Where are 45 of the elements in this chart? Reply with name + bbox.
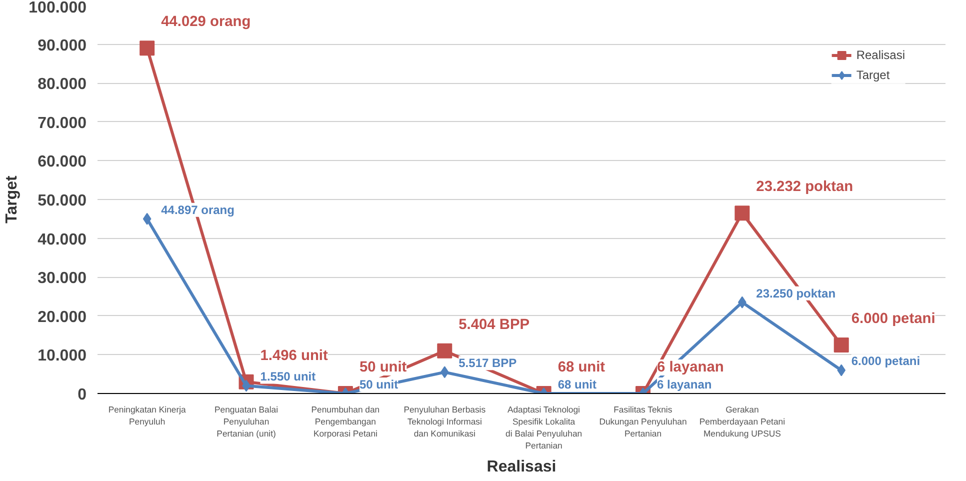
point (140, 40, 155, 56)
annotation: 6.000 petani (851, 354, 920, 368)
annotation: 44.897 orang (161, 202, 234, 217)
annotation: 68 unit (558, 360, 606, 376)
y-tick-label: 100.000 (28, 0, 87, 16)
y-tick-label: 10.000 (38, 348, 87, 365)
x-tick-label: Gerakan Pemberdayaan Petani Mendukung UPSUS (699, 404, 786, 438)
y-tick-label: 60.000 (38, 154, 87, 171)
annotation: 68 unit (558, 378, 596, 392)
y-tick-label: 80.000 (38, 76, 87, 94)
annotation: 6.000 petani (851, 311, 936, 327)
y-tick-label: 70.000 (38, 114, 87, 132)
point (834, 338, 849, 352)
annotation: 50 unit (359, 378, 398, 392)
point (440, 366, 449, 378)
annotation: 50 unit (359, 360, 407, 376)
y-tick-label: 30.000 (38, 270, 87, 288)
annotation: 23.232 poktan (756, 179, 854, 196)
annotation: 23.250 poktan (756, 286, 836, 300)
point (437, 343, 452, 358)
x-tick-label: Fasilitas Teknis Dukungan Penyuluhan Pertanian (599, 404, 687, 438)
annotation: 6 layanan (656, 360, 724, 376)
point (142, 212, 152, 225)
y-tick-label: 50.000 (38, 192, 87, 210)
annotation: 1.550 unit (260, 370, 316, 384)
x-axis-title: Realisasi (486, 458, 556, 476)
legend-label: Target (856, 68, 890, 82)
x-tick-label: Penyuluhan Berbasis Teknologi Informasi dan Komunikasi (404, 404, 486, 438)
annotation: 6 layanan (656, 378, 712, 392)
y-tick-label: 0 (78, 386, 87, 404)
point (734, 206, 750, 221)
y-tick-label: 20.000 (38, 308, 87, 326)
annotation: 1.496 unit (260, 348, 328, 364)
y-axis-title: Target (4, 174, 21, 224)
annotation: 44.029 orang (161, 14, 251, 30)
x-tick-label: Penumbuhan dan Pengembangan Korporasi Petani (311, 404, 380, 438)
y-tick-label: 90.000 (38, 37, 87, 54)
x-tick-label: Adaptasi Teknologi Spesifik Lokalita di Balai Penyuluhan Pertanian (506, 404, 582, 450)
annotation: 5.517 BPP (458, 356, 517, 370)
y-tick-label: 40.000 (38, 231, 87, 248)
point (837, 364, 846, 376)
x-tick-label: Peningkatan Kinerja Penyuluh (108, 404, 186, 426)
x-tick-label: Penguatan Balai Penyuluhan Pertanian (unit) (214, 404, 278, 438)
legend-label: Realisasi (856, 48, 905, 62)
annotation: 5.404 BPP (458, 316, 530, 333)
